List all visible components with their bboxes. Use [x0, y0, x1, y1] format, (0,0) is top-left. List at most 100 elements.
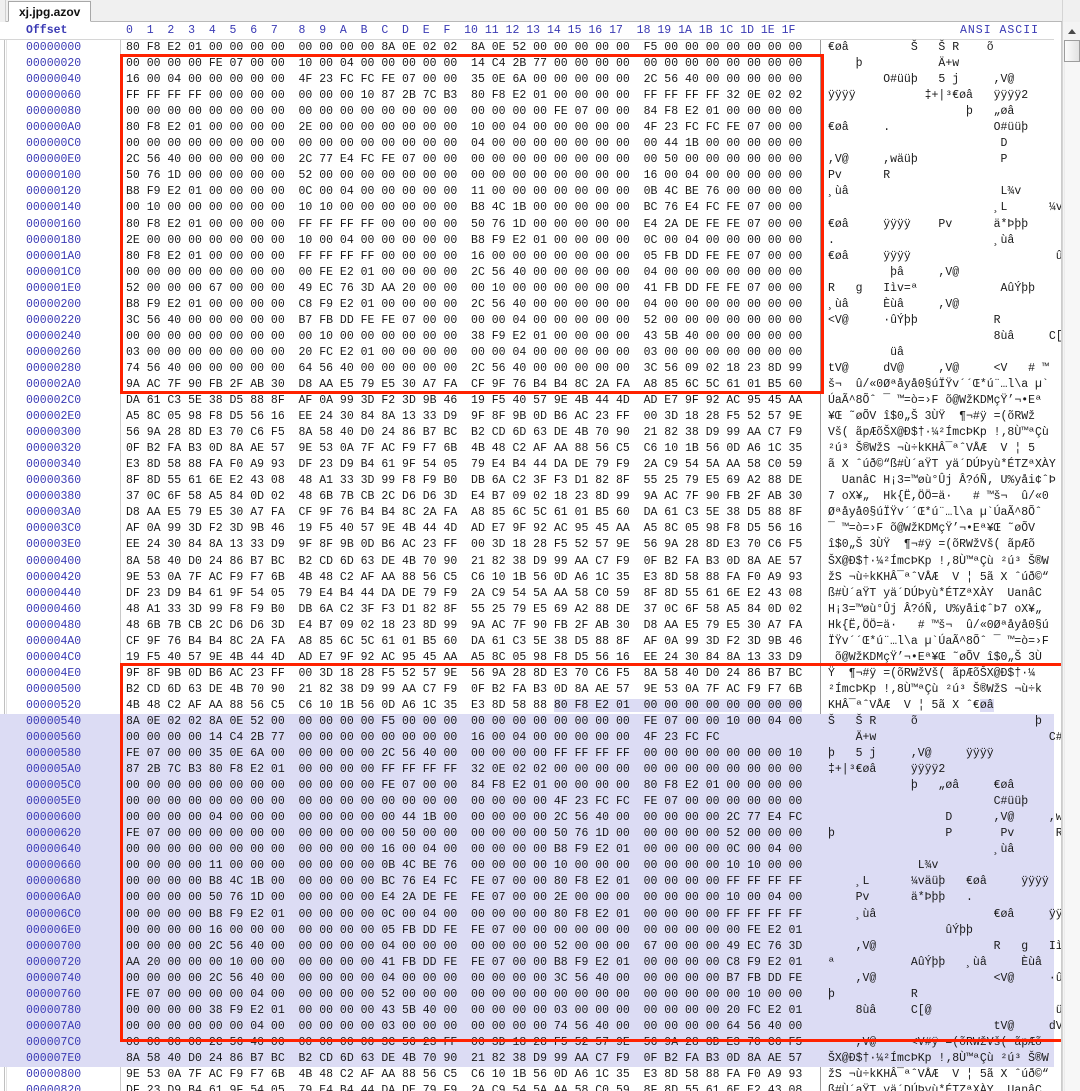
row-ascii[interactable]: ã X ˆúð©“ß#Ù´aŸT yä´DÚÞyù*ÉTZªXÀY: [828, 458, 1056, 472]
row-ascii[interactable]: ,V@ <V@ ·ûÝþ: [828, 971, 1077, 985]
row-ascii[interactable]: ¸ùâ L¾v: [828, 185, 1022, 199]
row-hex-bytes[interactable]: 52 00 00 00 67 00 00 00 49 EC 76 3D AA 2…: [126, 281, 803, 295]
hex-row[interactable]: 00000460 48 A1 33 3D 99 F8 F9 B0 DB 6A C2…: [0, 602, 1054, 618]
row-hex-bytes[interactable]: 50 76 1D 00 00 00 00 00 52 00 00 00 00 0…: [126, 169, 803, 183]
vertical-scrollbar[interactable]: [1062, 0, 1080, 1091]
hex-row[interactable]: 00000580 FE 07 00 00 35 0E 6A 00 00 00 00…: [0, 746, 1054, 763]
row-hex-bytes[interactable]: 00 00 00 00 2C 56 40 00 00 00 00 00 04 0…: [126, 939, 803, 953]
row-hex-bytes[interactable]: 80 F8 E2 01 00 00 00 00 00 00 00 00 8A 0…: [126, 41, 803, 54]
row-hex-bytes[interactable]: 80 F8 E2 01 00 00 00 00 FF FF FF FF 00 0…: [126, 249, 803, 263]
hex-row[interactable]: 000007C0 00 00 00 00 2C 56 40 00 00 00 00…: [0, 1034, 1054, 1051]
hex-row[interactable]: 000003C0 AF 0A 99 3D F2 3D 9B 46 19 F5 40…: [0, 521, 1054, 537]
hex-row[interactable]: 00000600 00 00 00 00 04 00 00 00 00 00 00…: [0, 810, 1076, 827]
hex-row[interactable]: 00000700 00 00 00 00 2C 56 40 00 00 00 00…: [0, 938, 1076, 955]
row-ascii[interactable]: Øªåyå0§úÏŸv´´Œ*ú¨…l\a µ`ÚaÃ^8Õˆ: [828, 506, 1042, 520]
hex-row[interactable]: 00000500 B2 CD 6D 63 DE 4B 70 90 21 82 38…: [0, 682, 1054, 698]
row-ascii[interactable]: UanâC H¡3=™øù°Ûj Â?óÑ‚ U%yåi¢ˆÞ: [828, 474, 1056, 488]
hex-row[interactable]: 000007E0 8A 58 40 D0 24 86 B7 BC B2 CD 6D…: [0, 1050, 1054, 1067]
row-ascii[interactable]: Pv ä*Þþþ .: [828, 891, 973, 905]
row-ascii[interactable]: €øâ . O#üüþ: [828, 121, 1029, 135]
row-hex-bytes[interactable]: B2 CD 6D 63 DE 4B 70 90 21 82 38 D9 99 A…: [126, 682, 803, 696]
row-hex-bytes[interactable]: 4B 48 C2 AF AA 88 56 C5 C6 10 1B 56 0D A…: [126, 698, 803, 714]
hex-row[interactable]: 00000660 00 00 00 00 11 00 00 00 00 00 00…: [0, 858, 1054, 875]
hex-row[interactable]: 00000640 00 00 00 00 00 00 00 00 00 00 00…: [0, 842, 1054, 859]
hex-row[interactable]: 000003E0 EE 24 30 84 8A 13 33 D9 9F 8F 9B…: [0, 537, 1054, 553]
row-hex-bytes[interactable]: 00 00 00 00 00 00 00 00 00 00 00 00 16 0…: [126, 843, 803, 857]
row-hex-bytes[interactable]: DF 23 D9 B4 61 9F 54 05 79 E4 B4 44 DA D…: [126, 1084, 803, 1091]
row-hex-bytes[interactable]: E3 8D 58 88 FA F0 A9 93 DF 23 D9 B4 61 9…: [126, 458, 803, 472]
row-ascii[interactable]: 8ùâ C[@: [828, 329, 1070, 343]
row-ascii[interactable]: þ P Pv R: [828, 827, 1063, 841]
row-hex-bytes[interactable]: 56 9A 28 8D E3 70 C6 F5 8A 58 40 D0 24 8…: [126, 426, 803, 440]
hex-row[interactable]: 000005A0 87 2B 7C B3 80 F8 E2 01 00 00 00…: [0, 762, 1054, 779]
row-ascii[interactable]: þ R: [828, 987, 918, 1001]
row-ascii[interactable]: ,V@ <V#ÿ =(õRWžVš( ãpÆõ: [828, 1035, 1042, 1049]
hex-row[interactable]: 000003A0 D8 AA E5 79 E5 30 A7 FA CF 9F 76…: [0, 505, 1054, 521]
row-hex-bytes[interactable]: 2C 56 40 00 00 00 00 00 2C 77 E4 FC FE 0…: [126, 153, 803, 167]
row-ascii[interactable]: ÿÿÿÿ ‡+|³€øâ ÿÿÿÿ2: [828, 89, 1029, 103]
hex-row[interactable]: 00000420 9E 53 0A 7F AC F9 F7 6B 4B 48 C2…: [0, 570, 1054, 586]
row-ascii[interactable]: ¸ùâ Èùâ ,V@: [828, 297, 960, 311]
hex-row[interactable]: 000001C0 00 00 00 00 00 00 00 00 00 FE E2…: [0, 265, 1054, 281]
row-hex-bytes[interactable]: FE 07 00 00 00 00 00 00 00 00 00 00 00 5…: [126, 827, 803, 841]
row-ascii[interactable]: ª AûÝþþ ¸ùâ Èùâ: [828, 955, 1042, 969]
row-hex-bytes[interactable]: 00 10 00 00 00 00 00 00 10 10 00 00 00 0…: [126, 201, 803, 215]
row-hex-bytes[interactable]: 37 0C 6F 58 A5 84 0D 02 48 6B 7B CB 2C D…: [126, 490, 803, 504]
row-ascii[interactable]: š¬ û/«0Øªåyå0§úÏŸv´´Œ*ú¨…l\a µ`: [828, 377, 1049, 391]
hex-row[interactable]: 00000020 00 00 00 00 FE 07 00 00 10 00 04…: [0, 56, 1054, 72]
row-hex-bytes[interactable]: EE 24 30 84 8A 13 33 D9 9F 8F 9B 0D B6 A…: [126, 538, 803, 552]
row-ascii[interactable]: ¸L ¼väüþ: [828, 201, 1080, 215]
row-ascii[interactable]: L¾v: [828, 859, 939, 873]
hex-row[interactable]: 000006A0 00 00 00 00 50 76 1D 00 00 00 00…: [0, 890, 1054, 907]
row-hex-bytes[interactable]: 00 00 00 00 00 00 04 00 00 00 00 00 03 0…: [126, 1019, 803, 1033]
row-ascii[interactable]: ¯ ™=ò=›F õ@WžKDM­çŸ’¬•Eª¥Œ ˜øÕV: [828, 522, 1036, 536]
row-ascii[interactable]: KHÂ¯ªˆVÅÆ V ¦ 5ã X ˆ€øâ: [828, 698, 994, 714]
row-ascii[interactable]: €øâ Š Š R õ: [828, 41, 994, 54]
hex-row[interactable]: 00000320 0F B2 FA B3 0D 8A AE 57 9E 53 0A…: [0, 441, 1054, 457]
row-ascii[interactable]: €øâ ÿÿÿÿ Pv ä*Þþþ: [828, 217, 1029, 231]
row-ascii[interactable]: þ „øâ €øâ: [828, 779, 1015, 793]
row-ascii[interactable]: žS ¬ù÷kKHÂ¯ªˆVÅÆ V ¦ 5ã X ˆúð©“: [828, 1068, 1049, 1081]
hex-row[interactable]: 00000480 48 6B 7B CB 2C D6 D6 3D E4 B7 09…: [0, 618, 1054, 634]
row-ascii[interactable]: tV@ dV@ ,V@ <V # ™: [828, 361, 1049, 375]
row-hex-bytes[interactable]: DF 23 D9 B4 61 9F 54 05 79 E4 B4 44 DA D…: [126, 586, 803, 600]
vertical-scroll-thumb[interactable]: [1064, 40, 1080, 62]
hex-row[interactable]: 000006C0 00 00 00 00 B8 F9 E2 01 00 00 00…: [0, 906, 1076, 923]
row-ascii[interactable]: ,V@ R g Iìv=: [828, 939, 1077, 953]
row-hex-bytes[interactable]: 80 F8 E2 01 00 00 00 00 FF FF FF FF 00 0…: [126, 217, 803, 231]
row-hex-bytes[interactable]: DA 61 C3 5E 38 D5 88 8F AF 0A 99 3D F2 3…: [126, 394, 803, 408]
row-hex-bytes[interactable]: 00 00 00 00 00 00 00 00 00 00 00 00 00 0…: [126, 137, 803, 151]
hex-row[interactable]: 00000220 3C 56 40 00 00 00 00 00 B7 FB DD…: [0, 313, 1054, 329]
row-hex-bytes[interactable]: 9E 53 0A 7F AC F9 F7 6B 4B 48 C2 AF AA 8…: [126, 1068, 803, 1081]
row-ascii[interactable]: Vš( ãpÆõŠX@Ð$†·¼²ÍmcÞKp !‚8Ù™ªÇù: [828, 426, 1049, 440]
row-ascii[interactable]: Pv R: [828, 169, 891, 183]
row-hex-bytes[interactable]: 0F B2 FA B3 0D 8A AE 57 9E 53 0A 7F AC F…: [126, 442, 803, 456]
row-ascii[interactable]: D ,V@ ,wäü: [828, 811, 1077, 825]
hex-row[interactable]: 00000780 00 00 00 00 38 F9 E2 01 00 00 00…: [0, 1002, 1070, 1019]
hex-row[interactable]: 000002C0 DA 61 C3 5E 38 D5 88 8F AF 0A 99…: [0, 393, 1054, 409]
row-hex-bytes[interactable]: 8F 8D 55 61 6E E2 43 08 48 A1 33 3D 99 F…: [126, 474, 803, 488]
row-hex-bytes[interactable]: FE 07 00 00 00 00 04 00 00 00 00 00 52 0…: [126, 987, 803, 1001]
hex-row[interactable]: 00000180 2E 00 00 00 00 00 00 00 10 00 04…: [0, 233, 1054, 249]
row-hex-bytes[interactable]: AA 20 00 00 00 10 00 00 00 00 00 00 41 F…: [126, 955, 803, 969]
hex-row[interactable]: 00000000 80 F8 E2 01 00 00 00 00 00 00 00…: [0, 40, 1054, 56]
row-hex-bytes[interactable]: 03 00 00 00 00 00 00 00 20 FC E2 01 00 0…: [126, 345, 803, 359]
hex-row[interactable]: 00000360 8F 8D 55 61 6E E2 43 08 48 A1 33…: [0, 473, 1056, 489]
row-ascii[interactable]: ¸ùâ: [828, 843, 1015, 857]
hex-row[interactable]: 000000C0 00 00 00 00 00 00 00 00 00 00 00…: [0, 136, 1054, 152]
hex-row[interactable]: 000006E0 00 00 00 00 16 00 00 00 00 00 00…: [0, 922, 1076, 939]
row-ascii[interactable]: ß#Ù´aŸT yä´DÚÞyù*ÉTZªXÀY UanâC: [828, 1084, 1042, 1091]
row-hex-bytes[interactable]: 00 00 00 00 11 00 00 00 00 00 00 00 0B 4…: [126, 859, 803, 873]
hex-row[interactable]: 000001E0 52 00 00 00 67 00 00 00 49 EC 76…: [0, 281, 1054, 297]
hex-row[interactable]: 000002E0 A5 8C 05 98 F8 D5 56 16 EE 24 30…: [0, 409, 1054, 425]
row-ascii[interactable]: ‡+|³€øâ ÿÿÿÿ2: [828, 763, 946, 777]
row-hex-bytes[interactable]: B8 F9 E2 01 00 00 00 00 0C 00 04 00 00 0…: [126, 185, 803, 199]
row-hex-bytes[interactable]: 8A 58 40 D0 24 86 B7 BC B2 CD 6D 63 DE 4…: [126, 1051, 803, 1065]
row-hex-bytes[interactable]: 00 00 00 00 38 F9 E2 01 00 00 00 00 43 5…: [126, 1003, 803, 1017]
row-ascii[interactable]: €øâ ÿÿÿÿ ûÝþþ: [828, 249, 1080, 263]
hex-row[interactable]: 00000620 FE 07 00 00 00 00 00 00 00 00 00…: [0, 826, 1063, 843]
row-ascii[interactable]: ŠX@Ð$†·¼²ÍmcÞKp !‚8Ù™ªÇù ²ú³ Š®W: [828, 1051, 1049, 1065]
row-ascii[interactable]: ²ú³ Š®WžS ¬ù÷kKHÂ¯ªˆVÅÆ V ¦ 5: [828, 442, 1036, 456]
hex-row[interactable]: 00000060 FF FF FF FF 00 00 00 00 00 00 00…: [0, 88, 1054, 104]
row-hex-bytes[interactable]: 3C 56 40 00 00 00 00 00 B7 FB DD FE FE 0…: [126, 313, 803, 327]
